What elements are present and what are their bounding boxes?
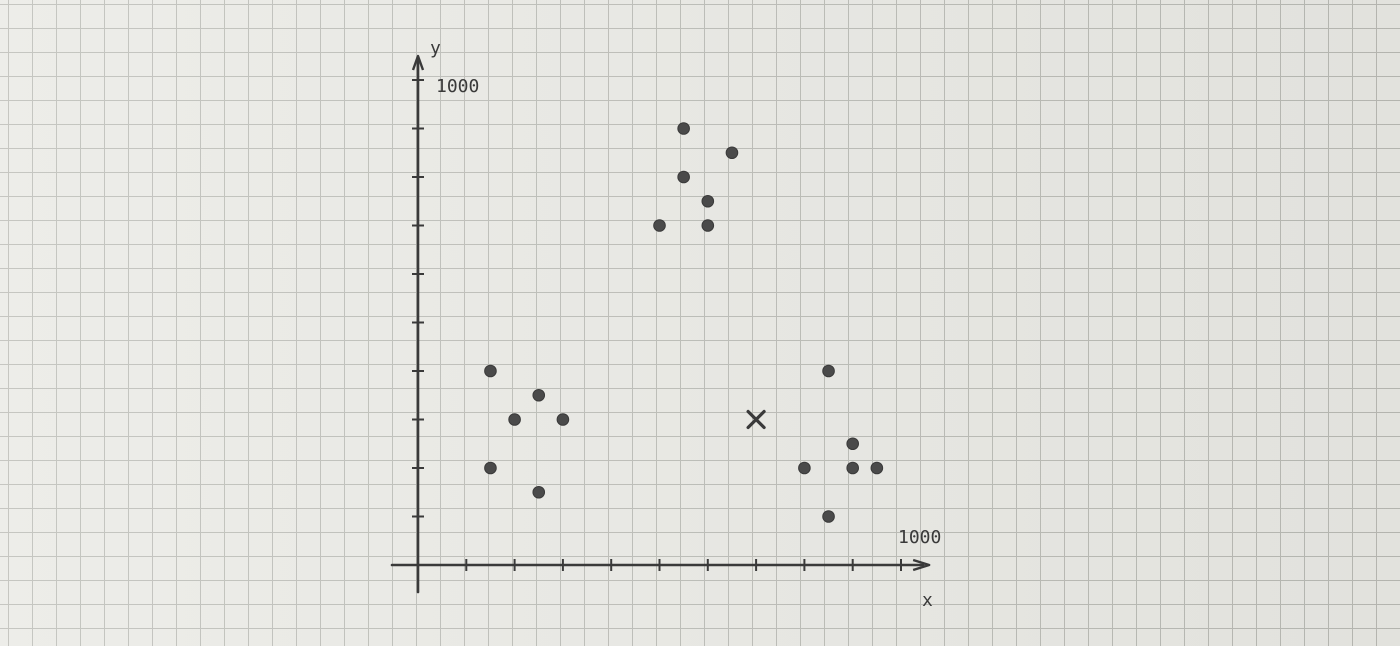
- data-point: [484, 461, 497, 475]
- data-point: [677, 170, 690, 184]
- x-axis-label: x: [922, 590, 933, 611]
- data-point: [870, 461, 884, 475]
- data-points: [484, 122, 884, 523]
- cross-marker: [746, 409, 766, 430]
- data-point: [701, 194, 715, 208]
- axis-labels: y 1000 1000 x: [430, 38, 941, 611]
- cross-stroke: [746, 409, 766, 430]
- y-axis-arrow: [411, 54, 425, 71]
- x-axis-arrow: [912, 558, 931, 572]
- data-point: [508, 413, 521, 426]
- data-point: [822, 364, 835, 378]
- data-point: [484, 364, 497, 378]
- data-point: [532, 485, 546, 499]
- data-point: [532, 388, 546, 402]
- y-axis-label: y: [430, 38, 441, 59]
- data-point: [822, 510, 835, 523]
- data-point: [556, 413, 570, 426]
- data-point: [701, 219, 715, 232]
- x-axis-max-label: 1000: [898, 527, 941, 548]
- ticks: [412, 79, 902, 571]
- data-point: [725, 146, 739, 160]
- data-point: [653, 219, 666, 232]
- data-point: [677, 122, 690, 135]
- data-point: [798, 461, 811, 475]
- axes: [390, 54, 931, 594]
- data-point: [846, 437, 860, 451]
- data-point: [846, 461, 860, 475]
- y-axis-max-label: 1000: [436, 76, 479, 97]
